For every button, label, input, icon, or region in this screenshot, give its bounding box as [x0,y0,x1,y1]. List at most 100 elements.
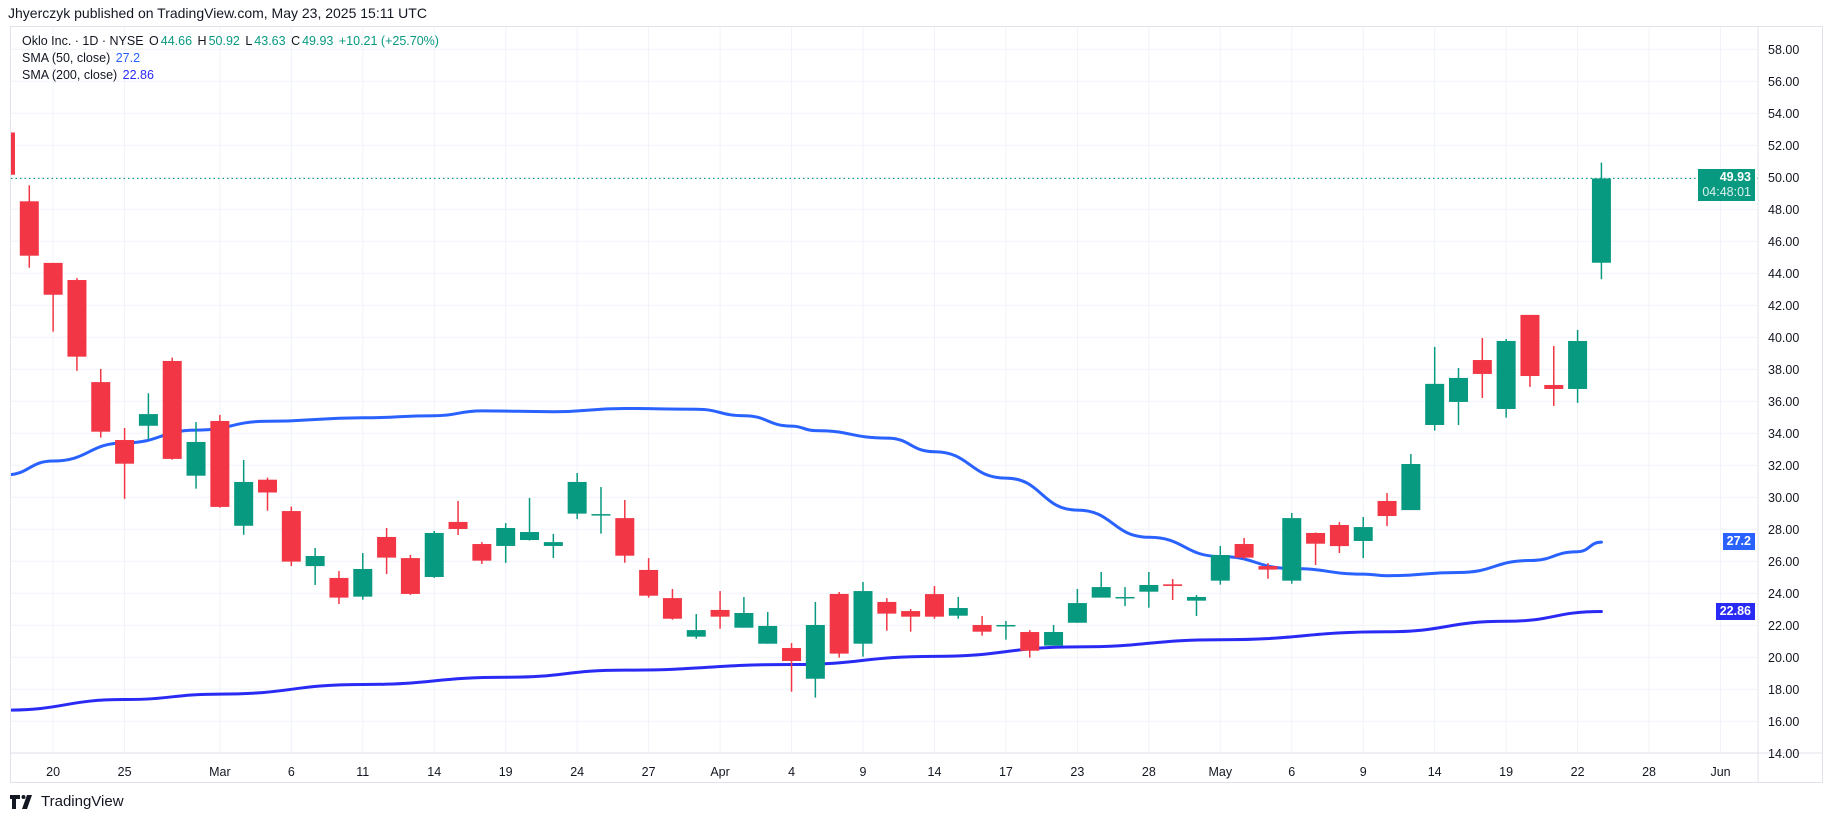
price-tick-label: 38.00 [1768,363,1799,377]
candle [901,608,921,632]
candle-body [710,609,730,617]
candle [615,500,635,563]
price-tick-label: 30.00 [1768,491,1799,505]
symbol-info[interactable]: Oklo Inc. · 1D · NYSE [22,34,144,48]
legend-sma200-row[interactable]: SMA (200, close) 22.86 [22,67,441,84]
candle-body [1353,527,1373,541]
candle-body [734,612,754,628]
candle-body [11,132,15,175]
tradingview-logo[interactable]: TradingView [10,793,124,810]
legend-sma50-row[interactable]: SMA (50, close) 27.2 [22,50,441,67]
candle [1329,522,1349,553]
candle-body [1472,360,1492,374]
candle-body [19,201,39,256]
candle-body [1377,500,1397,517]
price-tick-label: 32.00 [1768,459,1799,473]
price-tick-label: 34.00 [1768,427,1799,441]
candle [639,558,659,598]
candle-body [1020,632,1040,651]
candle [972,616,992,636]
time-axis: 20 25 Mar 6 11 14 19 24 27 Apr 4 9 14 17 23 28 May 6 9 14 19… [46,765,1730,779]
candle-body [67,280,87,357]
candle-body [1067,603,1087,623]
candle-body [1496,340,1516,409]
candle-body [448,521,468,529]
candle-body [329,577,349,598]
candle [1591,162,1611,280]
candle [591,487,611,534]
candle [115,428,135,499]
tradingview-logo-icon [10,794,32,809]
price-tick-label: 14.00 [1768,747,1799,761]
candle [1401,454,1421,511]
candle [377,528,397,575]
candle-body [1258,566,1278,570]
candle [186,422,206,489]
time-tick-label: 19 [1499,765,1513,779]
candle-body [1425,383,1445,425]
candle-body [615,518,635,556]
candle-body [591,514,611,516]
candle-body [1520,314,1540,377]
publisher-line: Jhyerczyk published on TradingView.com, … [8,5,427,21]
candle [996,620,1016,640]
price-tick-label: 24.00 [1768,587,1799,601]
candle [1258,563,1278,579]
price-tick-label: 52.00 [1768,139,1799,153]
candle-body [1329,524,1349,547]
candle [1163,579,1183,601]
candle-body [996,624,1016,627]
chart-frame [10,26,1823,783]
candle-body [1544,384,1564,389]
candle [853,581,873,657]
candle [472,542,492,565]
candle-body [877,601,897,614]
price-tick-label: 42.00 [1768,299,1799,313]
candle-body [305,556,325,567]
candle [805,601,825,698]
candle [1377,492,1397,527]
close-value: 49.93 [302,34,334,48]
open-label: O [149,34,159,48]
candle-body [972,624,992,632]
candle [329,571,349,605]
logo-text: TradingView [41,793,124,810]
candle-body [1306,532,1326,544]
candle-body [853,591,873,644]
candle [734,596,754,628]
time-tick-label: 14 [427,765,441,779]
candle [1139,572,1159,608]
candle-body [1401,464,1421,511]
time-tick-label: 22 [1571,765,1585,779]
candle [353,552,373,600]
candle [567,472,587,520]
sma50-line [11,406,1603,578]
candle [1234,537,1254,559]
candle-body [1282,518,1302,581]
candle-body [258,479,277,493]
time-tick-label: 6 [1288,765,1295,779]
candle-body [543,542,563,546]
time-tick-label: 9 [860,765,867,779]
time-tick-label: 9 [1360,765,1367,779]
candle [19,185,39,268]
time-tick-label: 14 [1428,765,1442,779]
candle [1115,587,1135,607]
candle-body [138,414,158,426]
candle-body [901,611,921,617]
candle-body [377,536,397,558]
candle-body [115,440,135,464]
candle [67,278,87,371]
candle [305,548,325,585]
candle [1044,624,1064,646]
price-tick-label: 36.00 [1768,395,1799,409]
candle [138,393,158,440]
sma50-label: SMA (50, close) [22,51,111,65]
time-tick-label: Apr [710,765,729,779]
price-tick-label: 58.00 [1768,43,1799,57]
candle [1472,337,1492,398]
candle [162,357,182,460]
price-tick-label: 44.00 [1768,267,1799,281]
candle-body [1091,587,1111,598]
